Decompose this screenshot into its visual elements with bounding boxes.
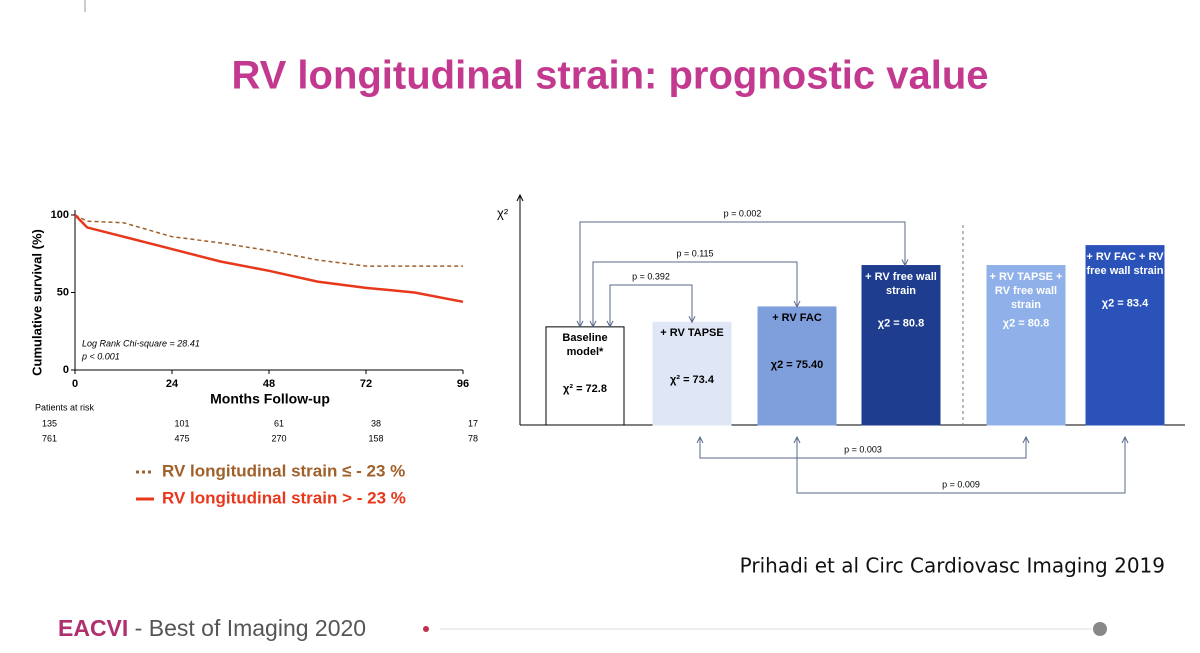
- bar: [986, 265, 1066, 426]
- p-bracket: [796, 437, 1126, 494]
- legend-label: RV longitudinal strain > - 23 %: [162, 488, 406, 507]
- x-tick-label: 24: [166, 378, 179, 390]
- arrow-head: [696, 435, 704, 444]
- p-value: p = 0.003: [844, 444, 882, 454]
- bar: [757, 306, 837, 426]
- y-axis-label: Cumulative survival (%): [29, 229, 44, 376]
- y-tick-label: 0: [63, 364, 69, 376]
- x-tick-label: 0: [72, 378, 78, 390]
- bar: [1085, 245, 1165, 426]
- arrow-head: [589, 320, 597, 328]
- legend-label: RV longitudinal strain ≤ - 23 %: [162, 461, 405, 480]
- y-tick-label: 50: [57, 286, 69, 298]
- value-label: χ2 = 80.8: [1003, 317, 1049, 329]
- arrow-head: [793, 300, 801, 309]
- category-label: + RV FAC: [772, 311, 822, 324]
- category-box: + RV FAC: [772, 311, 822, 324]
- category-label: + RV free wall strain: [865, 270, 937, 297]
- x-axis-label: Months Follow-up: [210, 391, 330, 407]
- annotation: p < 0.001: [81, 351, 120, 361]
- citation: Prihadi et al Circ Cardiovasc Imaging 20…: [740, 554, 1165, 578]
- annotation: Log Rank Chi-square = 28.41: [82, 338, 200, 348]
- category-box: + RV TAPSE + RV free wall strain: [989, 270, 1063, 311]
- value-label: χ² = 73.4: [670, 374, 715, 386]
- survival-line: [74, 214, 464, 304]
- risk-count: 78: [468, 433, 478, 443]
- footer-dot: [423, 626, 429, 632]
- x-tick-label: 48: [263, 378, 275, 390]
- survival-line: [74, 214, 463, 267]
- x-tick-label: 72: [360, 378, 372, 390]
- slide-title: RV longitudinal strain: prognostic value: [231, 54, 988, 98]
- risk-count: 761: [42, 433, 57, 443]
- category-label: + RV TAPSE + RV free wall strain: [989, 270, 1063, 311]
- value-label: χ2 = 80.8: [878, 317, 924, 329]
- value-label: χ2 = 75.40: [771, 359, 824, 371]
- y-arrow: [516, 193, 524, 202]
- category-label: Baseline model*: [562, 331, 608, 358]
- y-axis-label: χ²: [497, 205, 509, 220]
- category-box: + RV FAC + RV free wall strain: [1086, 250, 1164, 277]
- p-bracket: [579, 221, 906, 327]
- arrow-head: [606, 320, 614, 328]
- bar: [861, 265, 941, 426]
- footer-text: - Best of Imaging 2020: [128, 615, 366, 641]
- risk-count: 38: [371, 418, 381, 428]
- risk-count: 475: [174, 433, 189, 443]
- category-box: Baseline model*: [562, 331, 608, 358]
- category-label: + RV FAC + RV free wall strain: [1086, 250, 1164, 277]
- value-label: χ2 = 83.4: [1102, 298, 1149, 310]
- risk-count: 135: [42, 418, 57, 428]
- category-box: + RV free wall strain: [865, 270, 937, 297]
- arrow-head: [793, 435, 801, 444]
- risk-count: 270: [271, 433, 286, 443]
- category-box: + RV TAPSE: [660, 327, 724, 340]
- p-value: p = 0.009: [942, 479, 980, 489]
- footer-brand: EACVI: [58, 615, 128, 641]
- footer: EACVI - Best of Imaging 2020: [58, 615, 366, 641]
- p-value: p = 0.392: [632, 271, 670, 281]
- footer-knob: [1093, 622, 1107, 636]
- arrow-head: [688, 316, 696, 324]
- risk-count: 158: [368, 433, 383, 443]
- p-bracket: [609, 284, 693, 327]
- category-label: + RV TAPSE: [660, 327, 724, 340]
- risk-table-label: Patients at risk: [35, 402, 95, 412]
- p-bracket: [699, 437, 1027, 459]
- arrow-head: [901, 259, 909, 267]
- risk-count: 61: [274, 418, 284, 428]
- risk-count: 101: [174, 418, 189, 428]
- p-value: p = 0.002: [724, 208, 762, 218]
- value-label: χ² = 72.8: [563, 383, 607, 395]
- p-bracket: [592, 261, 798, 327]
- p-value: p = 0.115: [676, 248, 713, 258]
- arrow-head: [1121, 435, 1129, 444]
- risk-count: 17: [468, 418, 478, 428]
- bar: [652, 321, 732, 426]
- x-tick-label: 96: [457, 378, 469, 390]
- arrow-head: [1022, 435, 1030, 444]
- bar: [545, 326, 625, 426]
- arrow-head: [576, 320, 584, 328]
- y-tick-label: 100: [51, 209, 69, 221]
